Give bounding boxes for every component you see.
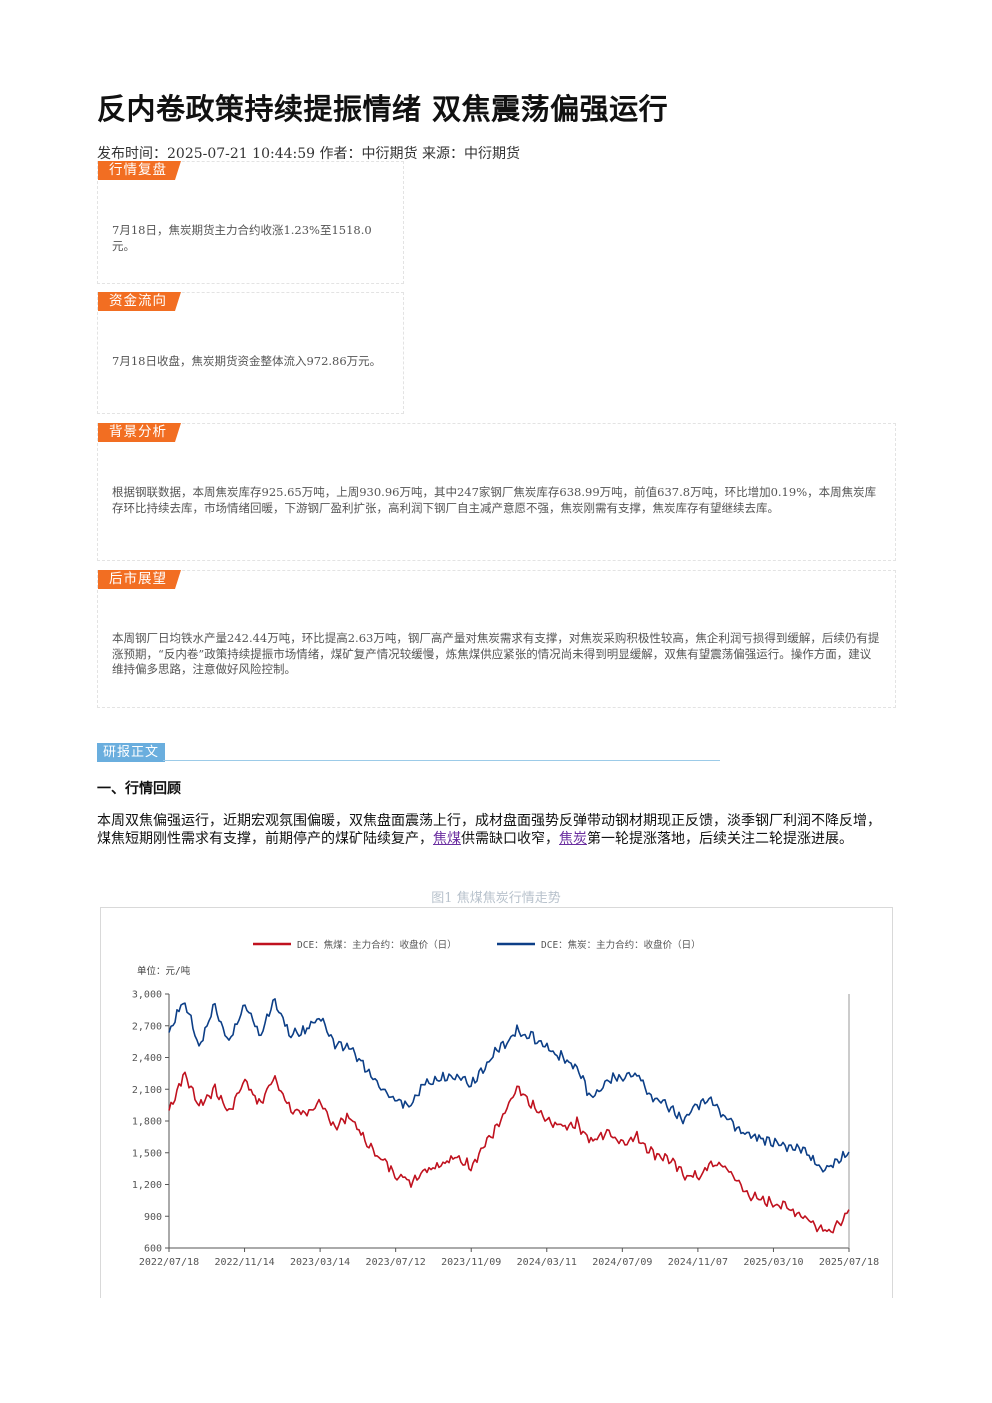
figure-caption: 图1 焦煤焦炭行情走势 [431, 891, 561, 906]
x-tick-label: 2023/11/09 [441, 1257, 501, 1268]
x-tick-label: 2022/11/14 [214, 1257, 274, 1268]
page-title: 反内卷政策持续提振情绪 双焦震荡偏强运行 [97, 92, 669, 126]
report-section-tag: 研报正文 [97, 743, 166, 762]
legend-label: DCE：焦煤：主力合约：收盘价（日） [297, 939, 457, 951]
chart-frame: DCE：焦煤：主力合约：收盘价（日） DCE：焦炭：主力合约：收盘价（日） 单位：元… [100, 907, 893, 1298]
x-tick-label: 2025/03/10 [743, 1257, 803, 1268]
y-tick-label: 2,700 [132, 1021, 162, 1032]
x-tick-label: 2023/03/14 [290, 1257, 350, 1268]
y-tick-label: 600 [144, 1244, 162, 1255]
y-tick-label: 2,100 [132, 1085, 162, 1096]
market-review-tag: 行情复盘 [98, 161, 181, 180]
section-heading: 一、行情回顾 [97, 781, 181, 797]
x-tick-label: 2022/07/18 [139, 1257, 199, 1268]
y-tick-label: 900 [144, 1212, 162, 1223]
y-tick-label: 3,000 [132, 990, 162, 1001]
x-tick-label: 2024/07/09 [592, 1257, 652, 1268]
fund-flow-tag: 资金流向 [98, 292, 181, 311]
outlook-tag: 后市展望 [98, 570, 181, 589]
section-divider [163, 760, 720, 761]
publish-meta: 发布时间：2025-07-21 10:44:59 作者：中衍期货 来源：中衍期货 [97, 146, 520, 162]
legend-label: DCE：焦炭：主力合约：收盘价（日） [541, 939, 701, 951]
outlook-box: 后市展望 本周钢厂日均铁水产量242.44万吨，环比提高2.63万吨，钢厂高产量… [97, 570, 896, 708]
price-trend-chart: DCE：焦煤：主力合约：收盘价（日） DCE：焦炭：主力合约：收盘价（日） 单位：元… [132, 939, 879, 1268]
market-review-text: 7月18日，焦炭期货主力合约收涨1.23%至1518.0元。 [112, 223, 372, 253]
review-paragraph: 本周双焦偏强运行，近期宏观氛围偏暖，双焦盘面震荡上行，成材盘面强势反弹带动钢材期… [97, 812, 887, 848]
y-tick-label: 1,800 [132, 1117, 162, 1128]
coke-link[interactable]: 焦炭 [559, 831, 587, 847]
background-analysis-text: 根据钢联数据，本周焦炭库存925.65万吨，上周930.96万吨，其中247家钢… [112, 485, 877, 515]
x-tick-label: 2024/03/11 [517, 1257, 577, 1268]
fund-flow-text: 7月18日收盘，焦炭期货资金整体流入972.86万元。 [112, 354, 382, 368]
y-axis-unit: 单位：元/吨 [137, 965, 191, 977]
x-tick-label: 2023/07/12 [366, 1257, 426, 1268]
y-tick-label: 1,500 [132, 1148, 162, 1159]
para-part-2: 供需缺口收窄， [461, 831, 559, 847]
y-tick-label: 1,200 [132, 1180, 162, 1191]
outlook-text: 本周钢厂日均铁水产量242.44万吨，环比提高2.63万吨，钢厂高产量对焦炭需求… [112, 631, 880, 676]
series-line [168, 1071, 850, 1234]
background-analysis-tag: 背景分析 [98, 423, 181, 442]
para-part-3: 第一轮提涨落地，后续关注二轮提涨进展。 [587, 831, 853, 847]
series-line [168, 998, 850, 1173]
para-part-1: 本周双焦偏强运行，近期宏观氛围偏暖，双焦盘面震荡上行，成材盘面强势反弹带动钢材期… [97, 813, 881, 847]
x-tick-label: 2025/07/18 [819, 1257, 879, 1268]
coking-coal-link[interactable]: 焦煤 [433, 831, 461, 847]
market-review-box: 行情复盘 7月18日，焦炭期货主力合约收涨1.23%至1518.0元。 [97, 161, 404, 284]
x-tick-label: 2024/11/07 [668, 1257, 728, 1268]
fund-flow-box: 资金流向 7月18日收盘，焦炭期货资金整体流入972.86万元。 [97, 292, 404, 414]
background-analysis-box: 背景分析 根据钢联数据，本周焦炭库存925.65万吨，上周930.96万吨，其中… [97, 423, 896, 561]
y-tick-label: 2,400 [132, 1053, 162, 1064]
